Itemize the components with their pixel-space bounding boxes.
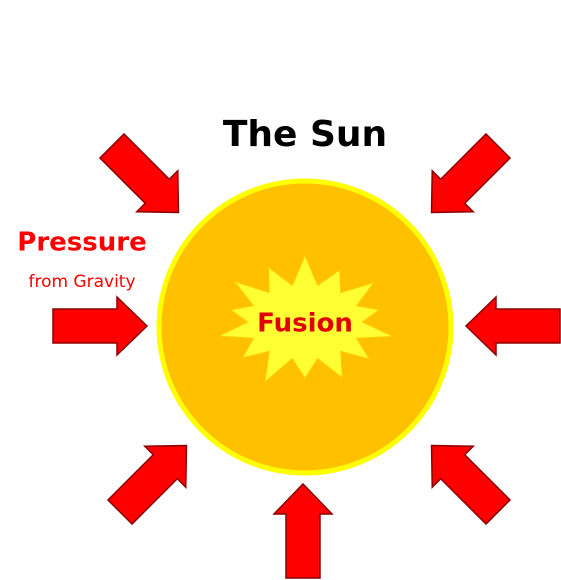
arrow-right [466,297,560,355]
arrow-top-left [91,125,198,232]
force-source: from Gravity [28,272,135,292]
arrow-bottom [274,484,332,578]
arrow-bottom-right [411,425,518,532]
core-label: Fusion [257,309,353,339]
force-label: Pressure [17,228,146,258]
arrow-top-right [411,125,518,232]
sun-diagram: Fusion The Sun Pressure from Gravity [0,0,561,580]
title: The Sun [223,114,387,155]
arrow-left [53,297,147,355]
arrow-bottom-left [99,425,206,532]
